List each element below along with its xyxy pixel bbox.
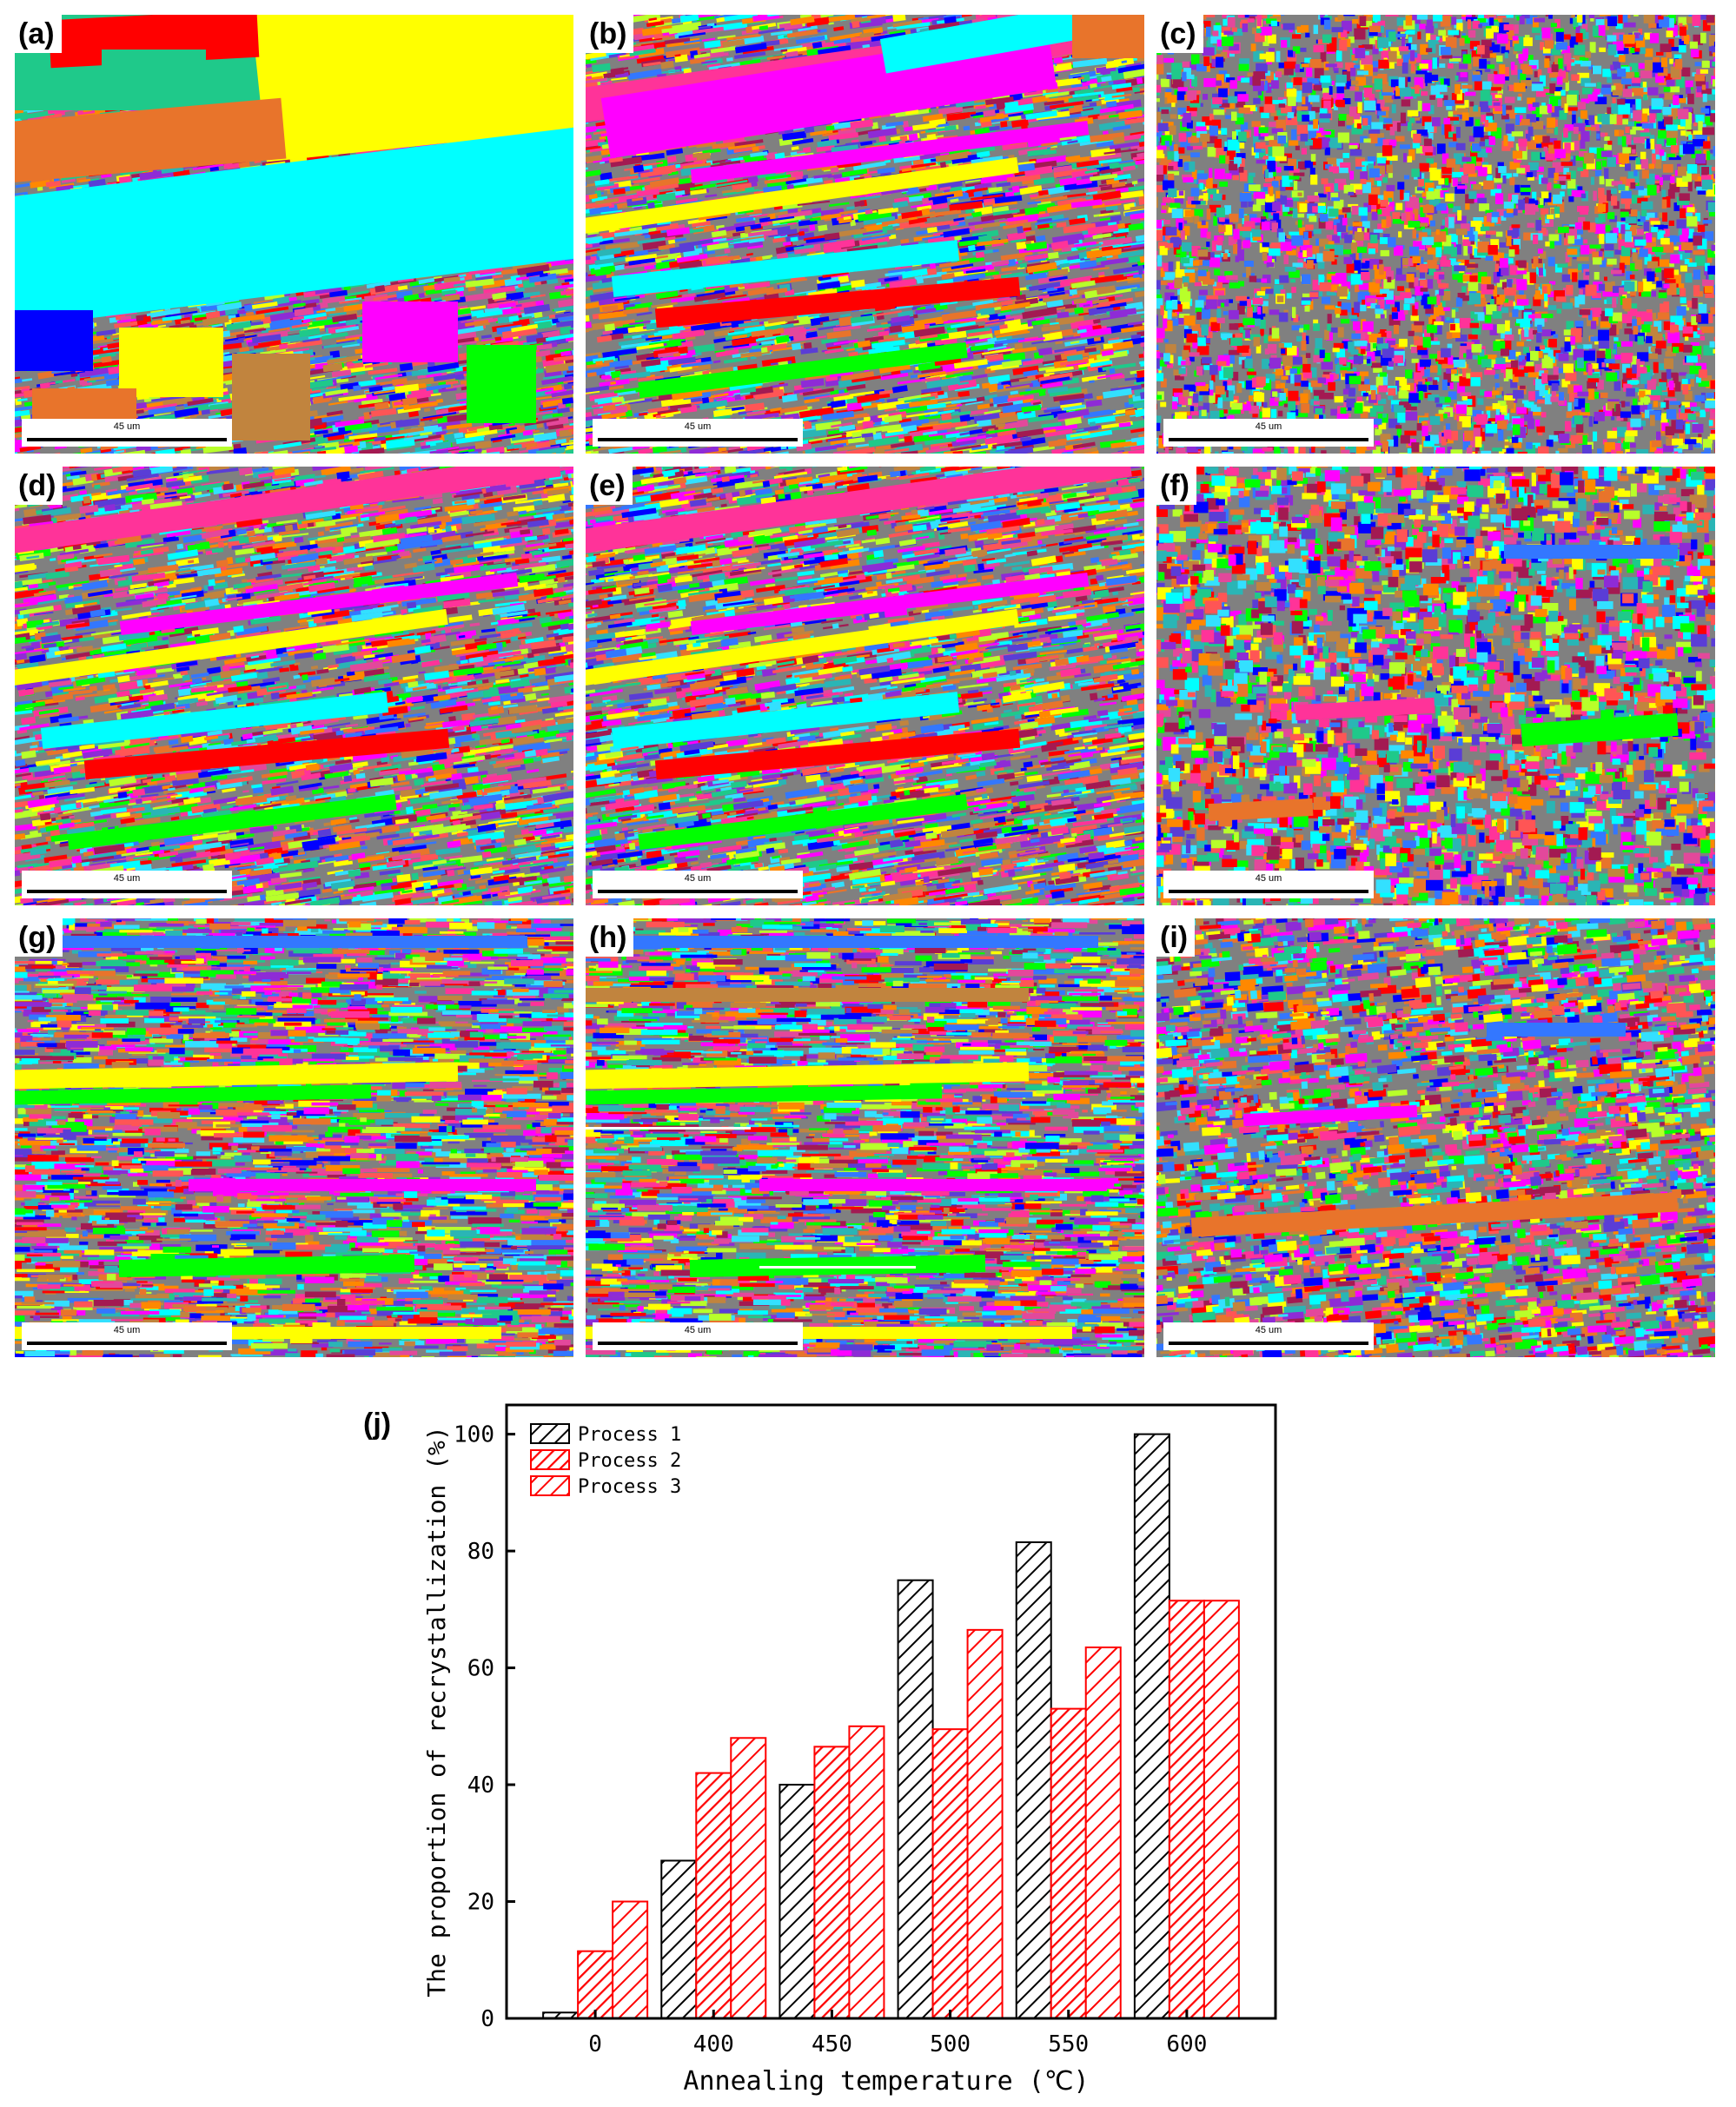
scale-bar-f: 45 um (1163, 871, 1374, 898)
bar-process-2-550 (1050, 1707, 1087, 2019)
bar-process-1-600 (1133, 1433, 1170, 2019)
panel-label-g: (g) (15, 918, 63, 957)
ebsd-panel-a: (a) 45 um (15, 15, 573, 454)
panel-label-c: (c) (1156, 15, 1203, 53)
bar-process-2-0 (577, 1950, 614, 2020)
ebsd-panel-f: (f) 45 um (1156, 467, 1715, 905)
y-tick-label: 20 (467, 1890, 494, 1916)
bar-process-1-550 (1015, 1541, 1052, 2019)
scale-bar-c: 45 um (1163, 419, 1374, 447)
scale-bar-b: 45 um (593, 419, 803, 447)
x-tick-label: 0 (588, 2031, 602, 2057)
scale-bar-label-h: 45 um (593, 1325, 803, 1335)
ebsd-panel-d: (d) 45 um (15, 467, 573, 905)
scale-bar-label-d: 45 um (22, 873, 232, 884)
scale-bar-e: 45 um (593, 871, 803, 898)
panel-label-a: (a) (15, 15, 62, 53)
panel-label-b: (b) (586, 15, 634, 53)
bar-process-3-0 (612, 1900, 649, 2020)
bar-process-3-550 (1084, 1647, 1122, 2019)
y-tick-label: 40 (467, 1772, 494, 1799)
bar-process-3-600 (1203, 1600, 1240, 2019)
bar-process-3-400 (730, 1737, 767, 2020)
panel-label-e: (e) (586, 467, 633, 505)
grain-map-f (1156, 467, 1715, 905)
scale-bar-label-f: 45 um (1163, 873, 1374, 884)
chart-legend: Process 1 Process 2 Process 3 (530, 1423, 681, 1498)
scale-bar-i: 45 um (1163, 1322, 1374, 1350)
grain-map-b (586, 15, 1144, 454)
scale-bar-label-e: 45 um (593, 873, 803, 884)
panel-label-h: (h) (586, 918, 634, 957)
legend-swatch (530, 1423, 570, 1444)
bar-process-2-400 (695, 1772, 732, 2019)
bar-process-1-500 (897, 1579, 934, 2019)
scale-bar-label-b: 45 um (593, 421, 803, 432)
bar-process-3-500 (966, 1628, 1004, 2020)
legend-swatch (530, 1475, 570, 1496)
bar-process-2-600 (1168, 1600, 1205, 2019)
x-tick-label: 450 (812, 2031, 852, 2057)
ebsd-panel-c: (c) 45 um (1156, 15, 1715, 454)
panel-label-f: (f) (1156, 467, 1196, 505)
y-tick-label: 60 (467, 1656, 494, 1682)
legend-label: Process 1 (578, 1424, 681, 1446)
x-tick-label: 550 (1048, 2031, 1089, 2057)
ebsd-panel-b: (b) 45 um (586, 15, 1144, 454)
bar-process-2-450 (813, 1746, 851, 2020)
bar-process-3-450 (848, 1725, 885, 2020)
scale-bar-a: 45 um (22, 419, 232, 447)
scale-bar-label-a: 45 um (22, 421, 232, 432)
ebsd-panel-g: (g) 45 um (15, 918, 573, 1357)
y-tick-label: 0 (480, 2006, 494, 2032)
ebsd-panel-e: (e) 45 um (586, 467, 1144, 905)
panel-label-i: (i) (1156, 918, 1196, 957)
legend-label: Process 2 (578, 1450, 681, 1472)
grain-map-d (15, 467, 573, 905)
grain-map-g (15, 918, 573, 1357)
scale-bar-label-c: 45 um (1163, 421, 1374, 432)
grain-map-e (586, 467, 1144, 905)
grain-map-i (1156, 918, 1715, 1357)
plot-frame (505, 1403, 1277, 2020)
chart-panel-label: (j) (363, 1408, 391, 1441)
scale-bar-h: 45 um (593, 1322, 803, 1350)
scale-bar-d: 45 um (22, 871, 232, 898)
scale-bar-label-i: 45 um (1163, 1325, 1374, 1335)
bar-process-1-400 (660, 1859, 698, 2019)
legend-label: Process 3 (578, 1476, 681, 1498)
y-axis-label: The proportion of recrystallization (%) (422, 1426, 451, 1997)
grain-map-a (15, 15, 573, 454)
y-tick-label: 100 (454, 1422, 494, 1448)
x-tick-label: 600 (1166, 2031, 1207, 2057)
scale-bar-g: 45 um (22, 1322, 232, 1350)
x-tick-label: 400 (693, 2031, 734, 2057)
panel-label-d: (d) (15, 467, 63, 505)
ebsd-panel-h: (h) 45 um (586, 918, 1144, 1357)
scale-bar-label-g: 45 um (22, 1325, 232, 1335)
x-tick-label: 500 (930, 2031, 971, 2057)
legend-swatch (530, 1449, 570, 1470)
bar-process-1-450 (779, 1784, 816, 2019)
x-axis-label: Annealing temperature (℃) (683, 2066, 1089, 2097)
ebsd-panel-i: (i) 45 um (1156, 918, 1715, 1357)
bar-process-2-500 (931, 1728, 969, 2019)
y-tick-label: 80 (467, 1539, 494, 1565)
